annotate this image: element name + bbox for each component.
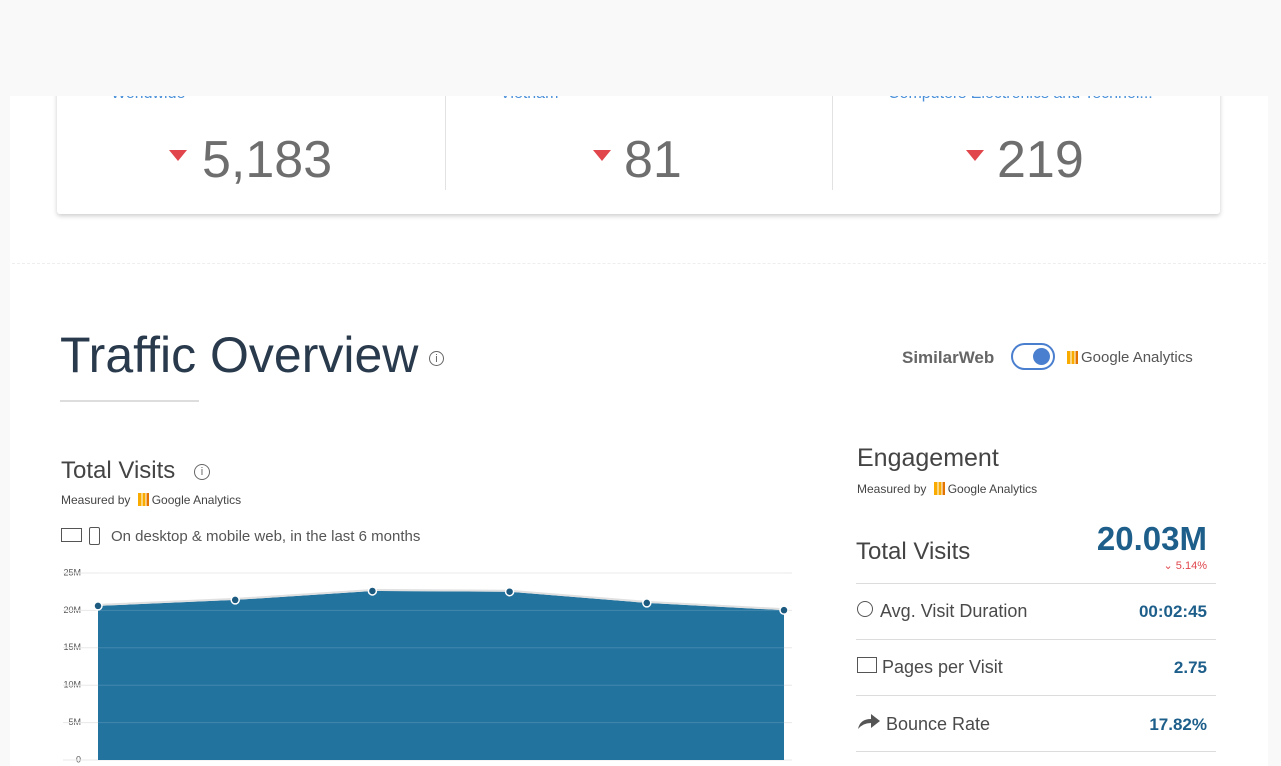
data-point <box>367 586 378 596</box>
separator <box>12 263 1266 264</box>
measured-by: Measured by Google Analytics <box>61 493 241 507</box>
metric-value: 2.75 <box>1173 658 1207 677</box>
data-point <box>93 601 103 611</box>
measured-by: Measured by Google Analytics <box>857 482 1037 496</box>
provider: Google Analytics <box>151 493 242 507</box>
measured-text: Measured by <box>61 493 131 507</box>
rank-value: 219 <box>997 131 1084 189</box>
change-value: 5.14% <box>1175 560 1207 572</box>
rank-value: 5,183 <box>202 131 333 189</box>
row-divider <box>856 695 1216 696</box>
divider <box>832 95 833 190</box>
metric-label: Avg. Visit Duration <box>880 601 1028 621</box>
row-divider <box>856 639 1216 640</box>
data-point <box>779 605 789 615</box>
source-toggle[interactable] <box>1011 343 1055 370</box>
y-tick-label: 20M <box>63 605 81 615</box>
metric-value: 20.03M <box>1096 520 1207 557</box>
provider: Google Analytics <box>947 482 1038 496</box>
top-bar <box>0 0 1281 96</box>
metric-label: Pages per Visit <box>882 657 1003 677</box>
y-tick-label: 25M <box>63 567 81 577</box>
y-tick-label: 15M <box>63 642 81 652</box>
data-point <box>642 598 652 608</box>
data-point <box>504 586 515 597</box>
area-line <box>97 588 785 611</box>
data-point <box>230 595 240 605</box>
card-title: Total Visits <box>61 457 176 484</box>
measured-text: Measured by <box>857 482 927 496</box>
source-text: Google Analytics <box>1081 349 1193 366</box>
desktop-icon <box>61 528 82 542</box>
row-divider <box>856 751 1216 752</box>
metric-label: Total Visits <box>856 538 971 565</box>
down-arrow <box>593 150 611 161</box>
down-arrow <box>966 150 984 161</box>
chart-note: On desktop & mobile web, in the last 6 m… <box>111 528 421 545</box>
down-arrow <box>169 150 187 161</box>
source-label[interactable]: Google Analytics <box>1067 349 1193 366</box>
y-tick-label: 5M <box>68 717 81 727</box>
mobile-icon <box>89 527 100 545</box>
metric-change: ⌄ 5.14% <box>1163 560 1207 572</box>
info-icon[interactable]: i <box>194 464 210 480</box>
divider <box>445 95 446 190</box>
y-tick-label: 0 <box>76 754 81 764</box>
source-label[interactable]: SimilarWeb <box>902 348 995 367</box>
pages-icon <box>857 657 877 673</box>
metric-value: 00:02:45 <box>1138 602 1207 621</box>
rank-value: 81 <box>624 131 682 189</box>
title-underline <box>60 400 199 402</box>
clock-icon <box>857 601 873 617</box>
card-title: Engagement <box>857 444 999 472</box>
bounce-icon <box>858 714 880 729</box>
area <box>98 590 784 760</box>
info-icon[interactable]: i <box>429 351 444 366</box>
section-title: Traffic Overview <box>60 327 419 383</box>
metric-value: 17.82% <box>1149 715 1207 734</box>
row-divider <box>856 583 1216 584</box>
metric-label: Bounce Rate <box>886 714 991 734</box>
chart: 0 5M 10M 15M 20M 25M <box>63 567 792 764</box>
y-tick-label: 10M <box>63 680 81 690</box>
